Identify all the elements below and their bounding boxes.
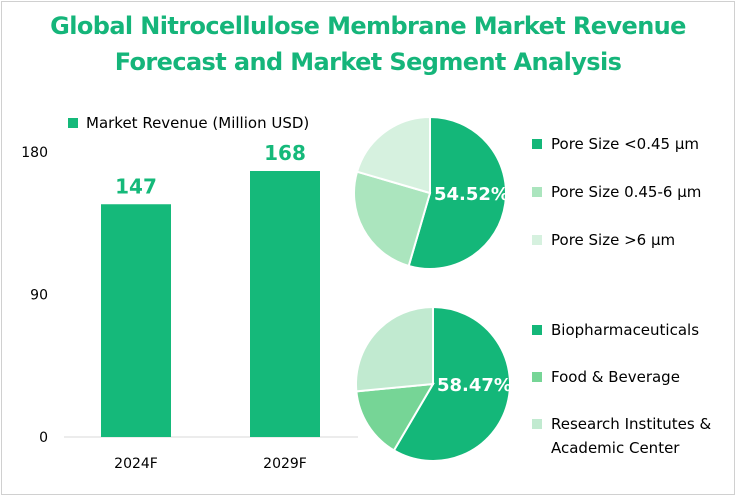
pie2-legend-label-2: Research Institutes & Academic Center — [551, 415, 712, 457]
bar-data-label-1: 168 — [264, 141, 306, 165]
bar-legend-swatch — [68, 118, 78, 128]
pie1-legend-swatch-1 — [532, 187, 542, 197]
pie1-legend-item-1: Pore Size 0.45-6 μm — [532, 180, 701, 204]
pie1-legend-item-2: Pore Size >6 μm — [532, 228, 701, 252]
pie1-legend-item-0: Pore Size <0.45 μm — [532, 132, 701, 156]
pie1-legend-label-1: Pore Size 0.45-6 μm — [551, 183, 702, 201]
pie1-slice-0 — [407, 115, 507, 270]
pie2-legend-swatch-1 — [532, 372, 542, 382]
pie1-legend-swatch-0 — [532, 139, 542, 149]
pie2-legend: Biopharmaceuticals Food & Beverage Researc… — [532, 318, 721, 460]
bar-2024F — [101, 204, 171, 437]
pie2-slice-2 — [355, 305, 434, 393]
pie1-legend: Pore Size <0.45 μm Pore Size 0.45-6 μm Por… — [532, 132, 701, 252]
pie2-legend-item-2: Research Institutes & Academic Center — [532, 412, 721, 460]
chart-title: Global Nitrocellulose Membrane Market Re… — [2, 8, 734, 80]
y-tick-label-0: 0 — [39, 430, 48, 446]
bar-legend: Market Revenue (Million USD) — [68, 114, 309, 132]
y-tick-label-2: 180 — [21, 145, 48, 161]
pie1-slice-1 — [353, 170, 432, 268]
x-tick-label-0: 2024F — [114, 456, 158, 472]
pie2-slice-1 — [355, 382, 435, 452]
pie2-legend-swatch-2 — [532, 419, 542, 429]
pie2-legend-item-1: Food & Beverage — [532, 365, 721, 389]
bar-2029F — [250, 171, 320, 437]
y-tick-label-1: 90 — [30, 288, 48, 304]
pie1-percent-label: 54.52% — [434, 184, 509, 205]
pie2-legend-label-0: Biopharmaceuticals — [551, 321, 700, 339]
x-tick-label-1: 2029F — [263, 456, 307, 472]
pie2-slice-0 — [392, 305, 511, 462]
pie1-slice-2 — [355, 115, 431, 195]
pie1-legend-label-2: Pore Size >6 μm — [551, 231, 676, 249]
pie1-legend-swatch-2 — [532, 235, 542, 245]
bar-legend-label: Market Revenue (Million USD) — [86, 114, 310, 132]
pie1-legend-label-0: Pore Size <0.45 μm — [551, 135, 699, 153]
bar-data-label-0: 147 — [115, 174, 157, 198]
chart-title-line-1: Global Nitrocellulose Membrane Market Re… — [50, 12, 686, 40]
pie2-legend-label-1: Food & Beverage — [551, 368, 680, 386]
pie2-percent-label: 58.47% — [437, 375, 512, 396]
pie2-legend-swatch-0 — [532, 325, 542, 335]
pie2-legend-item-0: Biopharmaceuticals — [532, 318, 721, 342]
chart-title-line-2: Forecast and Market Segment Analysis — [114, 48, 622, 76]
